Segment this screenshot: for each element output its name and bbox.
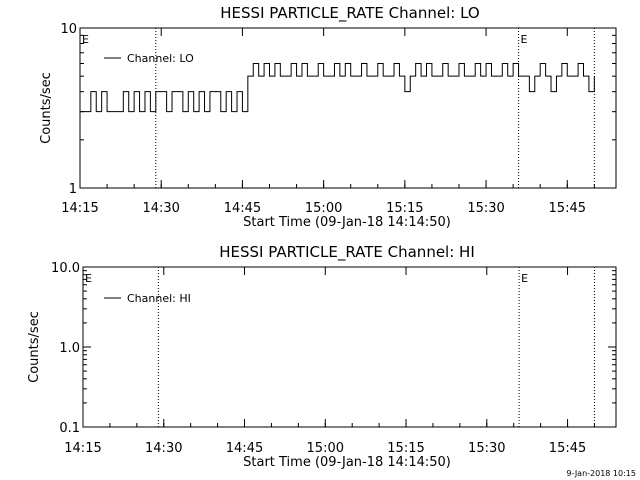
lo-x-tick-label: 15:45 (549, 201, 586, 216)
lo-x-tick-label: 14:45 (224, 201, 261, 216)
lo-legend-label: Channel: LO (127, 52, 194, 65)
lo-x-tick-label: 15:15 (386, 201, 423, 216)
hi-y-tick-label: 0.1 (59, 421, 80, 436)
lo-y-axis-label: Counts/sec (39, 72, 54, 144)
hi-x-tick-label: 14:45 (226, 441, 263, 456)
hi-x-tick-label: 15:45 (549, 441, 586, 456)
footer-timestamp: 9-Jan-2018 10:15 (566, 469, 636, 478)
hi-x-tick-label: 15:00 (307, 441, 344, 456)
hi-event-marker-label: E (521, 272, 528, 285)
hi-y-tick-label: 1.0 (59, 341, 80, 356)
lo-x-axis-label: Start Time (09-Jan-18 14:14:50) (243, 215, 451, 230)
lo-event-marker-label: E (82, 33, 89, 46)
lo-y-tick-label: 10 (60, 22, 77, 37)
hi-chart-title: HESSI PARTICLE_RATE Channel: HI (219, 243, 475, 262)
hi-y-tick-label: 10.0 (51, 261, 80, 276)
lo-x-tick-label: 15:30 (467, 201, 504, 216)
hi-event-marker-label: E (85, 272, 92, 285)
hi-legend-label: Channel: HI (127, 292, 191, 305)
lo-x-tick-label: 14:30 (142, 201, 179, 216)
hi-x-axis-label: Start Time (09-Jan-18 14:14:50) (243, 455, 451, 470)
lo-channel-panel: HESSI PARTICLE_RATE Channel: LO Counts/s… (39, 4, 617, 230)
lo-series-group (80, 62, 595, 113)
lo-y-tick-label: 1 (69, 182, 77, 197)
lo-x-tick-label: 14:15 (61, 201, 98, 216)
hi-x-tick-label: 15:30 (468, 441, 505, 456)
hi-x-ticks: 14:15 14:30 14:45 15:00 15:15 15:30 15:45 (64, 267, 595, 456)
hi-legend: Channel: HI (104, 292, 191, 305)
lo-x-tick-label: 15:00 (305, 201, 342, 216)
lo-chart-title: HESSI PARTICLE_RATE Channel: LO (220, 4, 479, 23)
hi-x-tick-label: 14:30 (145, 441, 182, 456)
lo-legend: Channel: LO (104, 52, 194, 65)
lo-plot-frame (79, 27, 617, 189)
hi-plot-frame (82, 266, 617, 428)
lo-y-ticks: 1 10 (60, 22, 616, 197)
lo-event-marker-label: E (521, 33, 528, 46)
hi-y-ticks: 0.1 1.0 10.0 (51, 261, 616, 436)
lo-series-line (80, 62, 595, 113)
hi-y-axis-label: Counts/sec (27, 311, 42, 383)
hi-x-tick-label: 14:15 (64, 441, 101, 456)
hi-channel-panel: HESSI PARTICLE_RATE Channel: HI Counts/s… (27, 243, 617, 470)
hi-x-tick-label: 15:15 (387, 441, 424, 456)
lo-x-ticks: 14:15 14:30 14:45 15:00 15:15 15:30 15:45 (61, 28, 595, 216)
